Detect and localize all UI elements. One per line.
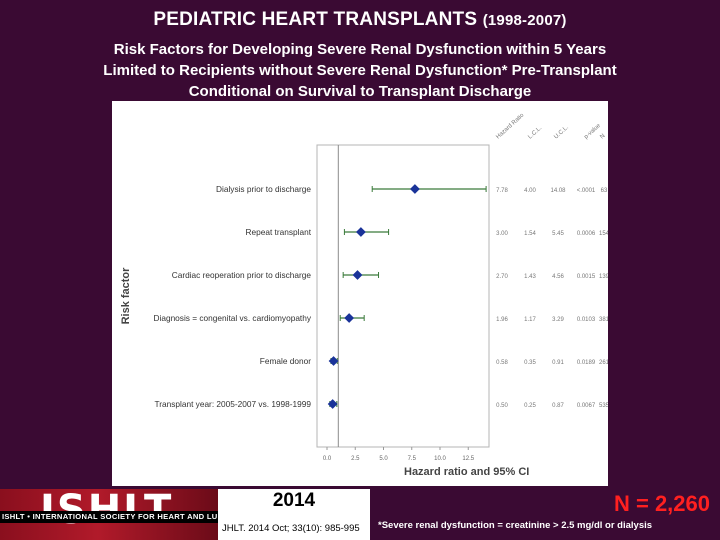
p-value: 0.0103 (577, 317, 596, 323)
hazard-ratio-point (327, 399, 338, 409)
ishlt-logo: ISHLT ISHLT • INTERNATIONAL SOCIETY FOR … (0, 489, 218, 540)
logo-society-name: ISHLT • INTERNATIONAL SOCIETY FOR HEART … (0, 511, 218, 523)
plot-frame (316, 144, 490, 448)
forest-plot: Hazard Ratio L.C.L. U.C.L. p-valueNDialysis… (120, 112, 608, 478)
ucl-value: 5.45 (552, 231, 564, 237)
p-value: 0.0006 (577, 231, 596, 237)
subtitle-line-3: Conditional on Survival to Transplant Di… (188, 83, 532, 100)
x-tick-label: 12.5 (462, 456, 474, 462)
column-header: L.C.L. (527, 125, 543, 140)
footnote: *Severe renal dysfunction = creatinine >… (378, 520, 653, 531)
hazard-ratio-point (328, 356, 339, 366)
x-tick-label: 5.0 (379, 456, 388, 462)
subtitle-line-1: Risk Factors for Developing Severe Renal… (113, 41, 607, 58)
forest-plot-panel: Hazard Ratio L.C.L. U.C.L. p-value N Dialysis… (112, 101, 608, 486)
column-header: Hazard Ratio (495, 112, 526, 140)
hazard-ratio-point (355, 227, 366, 237)
x-tick-label: 2.5 (351, 456, 360, 462)
lcl-value: 1.54 (524, 231, 536, 237)
slide-subtitle: Risk Factors for Developing Severe Renal… (0, 39, 720, 102)
lcl-value: 1.43 (524, 274, 536, 280)
x-axis-label: Hazard ratio and 95% CI (404, 466, 529, 478)
title-years: (1998-2007) (482, 12, 567, 29)
row-label: Transplant year: 2005-2007 vs. 1998-1999 (154, 399, 311, 409)
row-label: Diagnosis = congenital vs. cardiomyopath… (154, 313, 312, 323)
footer-citation: JHLT. 2014 Oct; 33(10): 985-995 (222, 523, 360, 534)
subtitle-line-2: Limited to Recipients without Severe Ren… (103, 62, 617, 79)
ucl-value: 0.91 (552, 360, 564, 366)
x-tick-label: 7.5 (408, 456, 417, 462)
hazard-ratio-point (352, 270, 363, 280)
ucl-value: 14.08 (550, 188, 566, 194)
n-count: N = 2,260 (613, 491, 710, 516)
y-axis-label: Risk factor (120, 267, 132, 325)
hr-value: 7.78 (496, 188, 508, 194)
footer-right: N = 2,260 *Severe renal dysfunction = cr… (370, 489, 720, 540)
n-value: 154 (599, 231, 608, 237)
p-value: <.0001 (577, 188, 596, 194)
n-value: 261 (599, 360, 608, 366)
slide-title: PEDIATRIC HEART TRANSPLANTS (1998-2007) (0, 9, 720, 31)
x-tick-label: 0.0 (323, 456, 332, 462)
n-value: 535 (599, 403, 608, 409)
row-label: Repeat transplant (246, 227, 312, 237)
p-value: 0.0189 (577, 360, 596, 366)
n-value: 139 (599, 274, 608, 280)
row-label: Cardiac reoperation prior to discharge (172, 270, 312, 280)
column-header: N (599, 133, 606, 140)
p-value: 0.0067 (577, 403, 596, 409)
p-value: 0.0015 (577, 274, 596, 280)
title-main: PEDIATRIC HEART TRANSPLANTS (153, 9, 478, 30)
column-header: U.C.L. (553, 124, 570, 140)
ucl-value: 3.29 (552, 317, 564, 323)
hr-value: 3.00 (496, 231, 508, 237)
footer-year: 2014 (272, 490, 316, 511)
ucl-value: 0.87 (552, 403, 564, 409)
logo-band: ISHLT ISHLT • INTERNATIONAL SOCIETY FOR … (0, 489, 218, 540)
hazard-ratio-point (344, 313, 355, 323)
footer-year-box: 2014 JHLT. 2014 Oct; 33(10): 985-995 (218, 489, 370, 540)
hr-value: 1.96 (496, 317, 508, 323)
hr-value: 0.50 (496, 403, 508, 409)
lcl-value: 4.00 (524, 188, 536, 194)
hazard-ratio-point (410, 184, 420, 194)
n-value: 63 (601, 188, 608, 194)
n-value: 381 (599, 317, 608, 323)
hr-value: 2.70 (496, 274, 508, 280)
x-tick-label: 10.0 (434, 456, 446, 462)
row-label: Dialysis prior to discharge (216, 184, 311, 194)
lcl-value: 1.17 (524, 317, 536, 323)
ucl-value: 4.56 (552, 274, 564, 280)
row-label: Female donor (260, 356, 311, 366)
hr-value: 0.58 (496, 360, 508, 366)
lcl-value: 0.25 (524, 403, 536, 409)
lcl-value: 0.35 (524, 360, 536, 366)
